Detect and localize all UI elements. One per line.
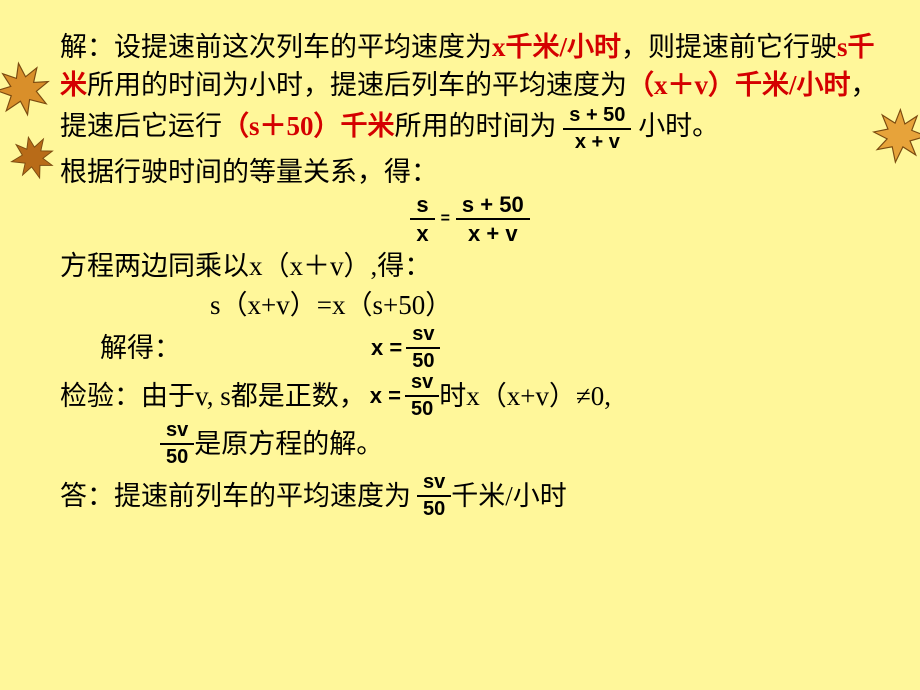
paragraph-2: 根据行驶时间的等量关系，得： (60, 153, 880, 191)
p5-t2: 时x（x+v）≠0, (439, 377, 611, 415)
p3-text: 方程两边同乘以x（x＋v）,得： (60, 251, 431, 281)
paragraph-3: 方程两边同乘以x（x＋v）,得： (60, 247, 880, 285)
paragraph-4-line: 解得： x = sv 50 (60, 324, 880, 372)
p5-t1: 检验：由于v, s都是正数， (60, 377, 366, 415)
maple-leaf-icon (1, 125, 64, 188)
eq3-lhs: x = (371, 332, 402, 363)
p1-t5: 所用的时间为 (395, 111, 557, 141)
frac-num: s + 50 (456, 193, 530, 220)
p5-t3: 是原方程的解。 (194, 425, 383, 463)
frac-den: x (410, 220, 434, 245)
p1-t6: 小时。 (638, 111, 719, 141)
eq2-text: s（x+v）=x（s+50） (210, 290, 452, 320)
equation-1: s x = s + 50 x + v (60, 193, 880, 245)
frac-num: sv (417, 472, 451, 497)
p4-text: 解得： (100, 329, 181, 367)
p6-t1: 答：提速前列车的平均速度为 (60, 477, 411, 515)
paragraph-5: 检验：由于v, s都是正数， x = sv 50 时x（x+v）≠0, (60, 372, 880, 420)
p1-t1: 解：设提速前这次列车的平均速度为 (60, 32, 492, 62)
p1-t2: ，则提速前它行驶 (621, 32, 837, 62)
equals-sign: = (435, 208, 456, 231)
p1-h4: （s＋50）千米 (222, 111, 395, 141)
p1-h3: （x＋v）千米/小时 (627, 70, 851, 100)
p2-text: 根据行驶时间的等量关系，得： (60, 157, 438, 187)
p5-lhs: x = (370, 380, 401, 411)
frac-num: sv (160, 420, 194, 445)
p6-frac: sv 50 (417, 472, 451, 520)
solution-text: 解：设提速前这次列车的平均速度为x千米/小时，则提速前它行驶s千米所用的时间为小… (60, 28, 880, 520)
paragraph-5b: sv 50 是原方程的解。 (160, 420, 880, 468)
maple-leaf-icon (0, 55, 57, 122)
paragraph-6: 答：提速前列车的平均速度为 sv 50 千米/小时 (60, 472, 880, 520)
frac-num: sv (406, 324, 440, 349)
frac-den: x + v (456, 220, 530, 245)
p5b-frac: sv 50 (160, 420, 194, 468)
frac-num: s (410, 193, 434, 220)
frac-time-after: s + 50 x + v (563, 105, 631, 153)
frac-den: 50 (405, 397, 439, 420)
frac-num: s + 50 (563, 105, 631, 130)
paragraph-1: 解：设提速前这次列车的平均速度为x千米/小时，则提速前它行驶s千米所用的时间为小… (60, 28, 880, 153)
frac-num: sv (405, 372, 439, 397)
frac-den: 50 (417, 497, 451, 520)
frac-den: x + v (563, 130, 631, 153)
p1-h1: x千米/小时 (492, 32, 621, 62)
equation-2: s（x+v）=x（s+50） (210, 286, 880, 324)
frac-den: 50 (406, 349, 440, 372)
eq3-frac: sv 50 (406, 324, 440, 372)
frac-den: 50 (160, 445, 194, 468)
p5-frac: sv 50 (405, 372, 439, 420)
eq1-right: s + 50 x + v (456, 193, 530, 245)
p1-t3: 所用的时间为小时，提速后列车的平均速度为 (87, 70, 627, 100)
eq1-left: s x (410, 193, 434, 245)
p6-t2: 千米/小时 (451, 477, 567, 515)
